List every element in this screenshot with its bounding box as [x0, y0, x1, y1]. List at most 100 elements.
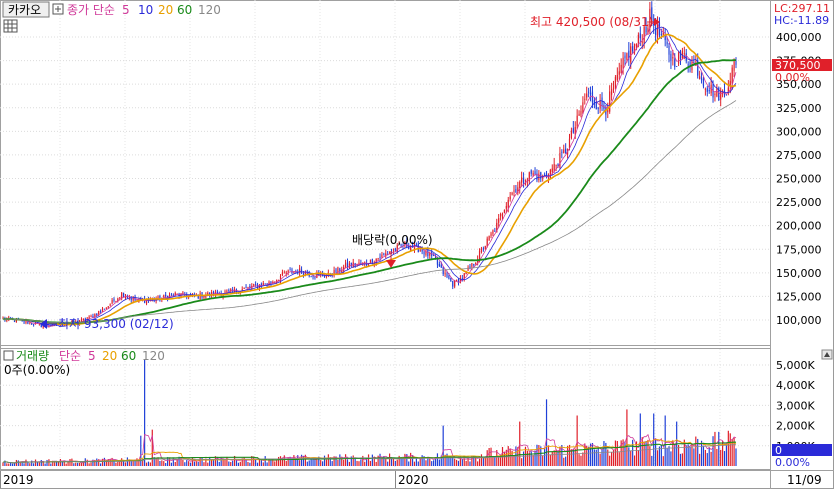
candle-body: [729, 80, 731, 87]
volume-bar: [387, 461, 389, 466]
volume-bar: [50, 463, 52, 466]
candle-body: [645, 26, 647, 33]
candle-body: [589, 93, 592, 95]
candle-body: [660, 34, 662, 35]
candle-body: [400, 244, 402, 246]
candle-body: [490, 233, 492, 236]
volume-bar: [205, 458, 207, 466]
volume-bar: [220, 457, 222, 466]
volume-bar: [440, 455, 442, 466]
candle-body: [689, 61, 691, 68]
volume-bar: [235, 460, 238, 466]
volume-bar: [226, 456, 228, 466]
candle-body: [371, 258, 373, 264]
candle-body: [488, 236, 490, 241]
volume-bar: [436, 453, 439, 466]
volume-bar: [400, 456, 402, 466]
candle-body: [264, 283, 266, 285]
volume-bar: [23, 463, 25, 466]
volume-bar: [27, 462, 29, 466]
volume-bar: [540, 446, 542, 466]
volume-bar: [373, 456, 375, 466]
volume-bar: [147, 461, 150, 466]
candle-body: [475, 262, 477, 265]
volume-bar: [574, 448, 576, 466]
candle-body: [103, 308, 106, 310]
volume-bar: [300, 454, 303, 466]
candle-body: [230, 289, 232, 292]
ma10-label: 10: [138, 3, 153, 17]
volume-bar: [375, 461, 377, 466]
volume-bar: [193, 461, 195, 466]
volume-bar: [611, 452, 613, 466]
volume-bar: [126, 457, 128, 466]
volume-bar: [341, 457, 343, 466]
candle-body: [109, 304, 111, 306]
volume-bar: [551, 451, 553, 466]
volume-bar: [155, 458, 157, 466]
volume-bar: [599, 453, 601, 466]
volume-bar: [323, 455, 326, 466]
candle-body: [25, 320, 27, 324]
volume-bar: [731, 439, 733, 466]
volume-bar: [339, 454, 341, 466]
volume-bar: [115, 462, 117, 466]
volume-bar: [29, 463, 31, 466]
volume-bar: [293, 455, 295, 466]
volume-bar: [559, 446, 561, 466]
volume-bar: [530, 451, 532, 466]
volume-bar: [360, 459, 362, 466]
volume-bar: [38, 462, 40, 466]
volume-bar: [702, 445, 705, 466]
candle-body: [172, 295, 174, 296]
candle-body: [679, 52, 682, 59]
candle-body: [482, 248, 484, 250]
volume-bar: [264, 456, 266, 466]
volume-bar: [176, 459, 178, 466]
volume-bar: [498, 457, 500, 466]
volume-bar: [195, 461, 197, 466]
candle-body: [392, 249, 395, 251]
volume-bar: [545, 399, 548, 466]
price-panel[interactable]: [0, 0, 771, 346]
volume-bar: [455, 459, 458, 466]
candle-body: [362, 262, 364, 264]
candle-body: [262, 283, 264, 286]
candle-body: [612, 87, 615, 90]
candle-body: [614, 77, 617, 88]
volume-bar: [172, 458, 174, 466]
symbol-box[interactable]: [2, 1, 50, 18]
volume-bar: [392, 458, 395, 466]
candle-body: [385, 253, 387, 256]
candle-body: [31, 323, 33, 325]
volume-settings-icon[interactable]: [3, 350, 14, 361]
volume-bar: [568, 444, 571, 466]
candle-body: [113, 299, 115, 301]
volume-bar: [348, 461, 351, 466]
volume-bar: [589, 443, 592, 466]
candle-body: [115, 301, 117, 303]
candle-body: [702, 79, 705, 87]
volume-bar: [735, 448, 737, 466]
candle-body: [559, 153, 561, 168]
volume-bar: [306, 461, 308, 466]
volume-bar: [477, 461, 479, 466]
candle-body: [670, 54, 672, 62]
candle-body: [425, 250, 427, 256]
volume-bar: [270, 459, 272, 466]
volume-bar: [656, 450, 659, 466]
price-tick-label: 350,000: [776, 78, 822, 91]
candle-body: [484, 245, 486, 250]
volume-bar: [509, 448, 511, 466]
price-axis: 100,000 125,000 150,000 175,000 200,000 225,0…: [776, 31, 822, 327]
candle-body: [98, 311, 100, 315]
volume-bar: [80, 462, 83, 466]
volume-bar: [660, 444, 662, 466]
candle-body: [714, 93, 716, 95]
grid-toggle-icon[interactable]: [3, 19, 18, 33]
candle-body: [494, 230, 496, 232]
volume-bar: [427, 456, 429, 466]
volume-bar: [612, 449, 615, 466]
volume-bar: [672, 441, 674, 466]
